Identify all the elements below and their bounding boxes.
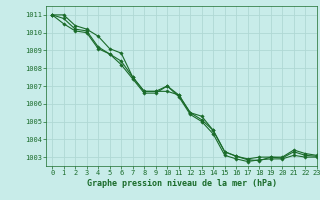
X-axis label: Graphe pression niveau de la mer (hPa): Graphe pression niveau de la mer (hPa) bbox=[87, 179, 276, 188]
